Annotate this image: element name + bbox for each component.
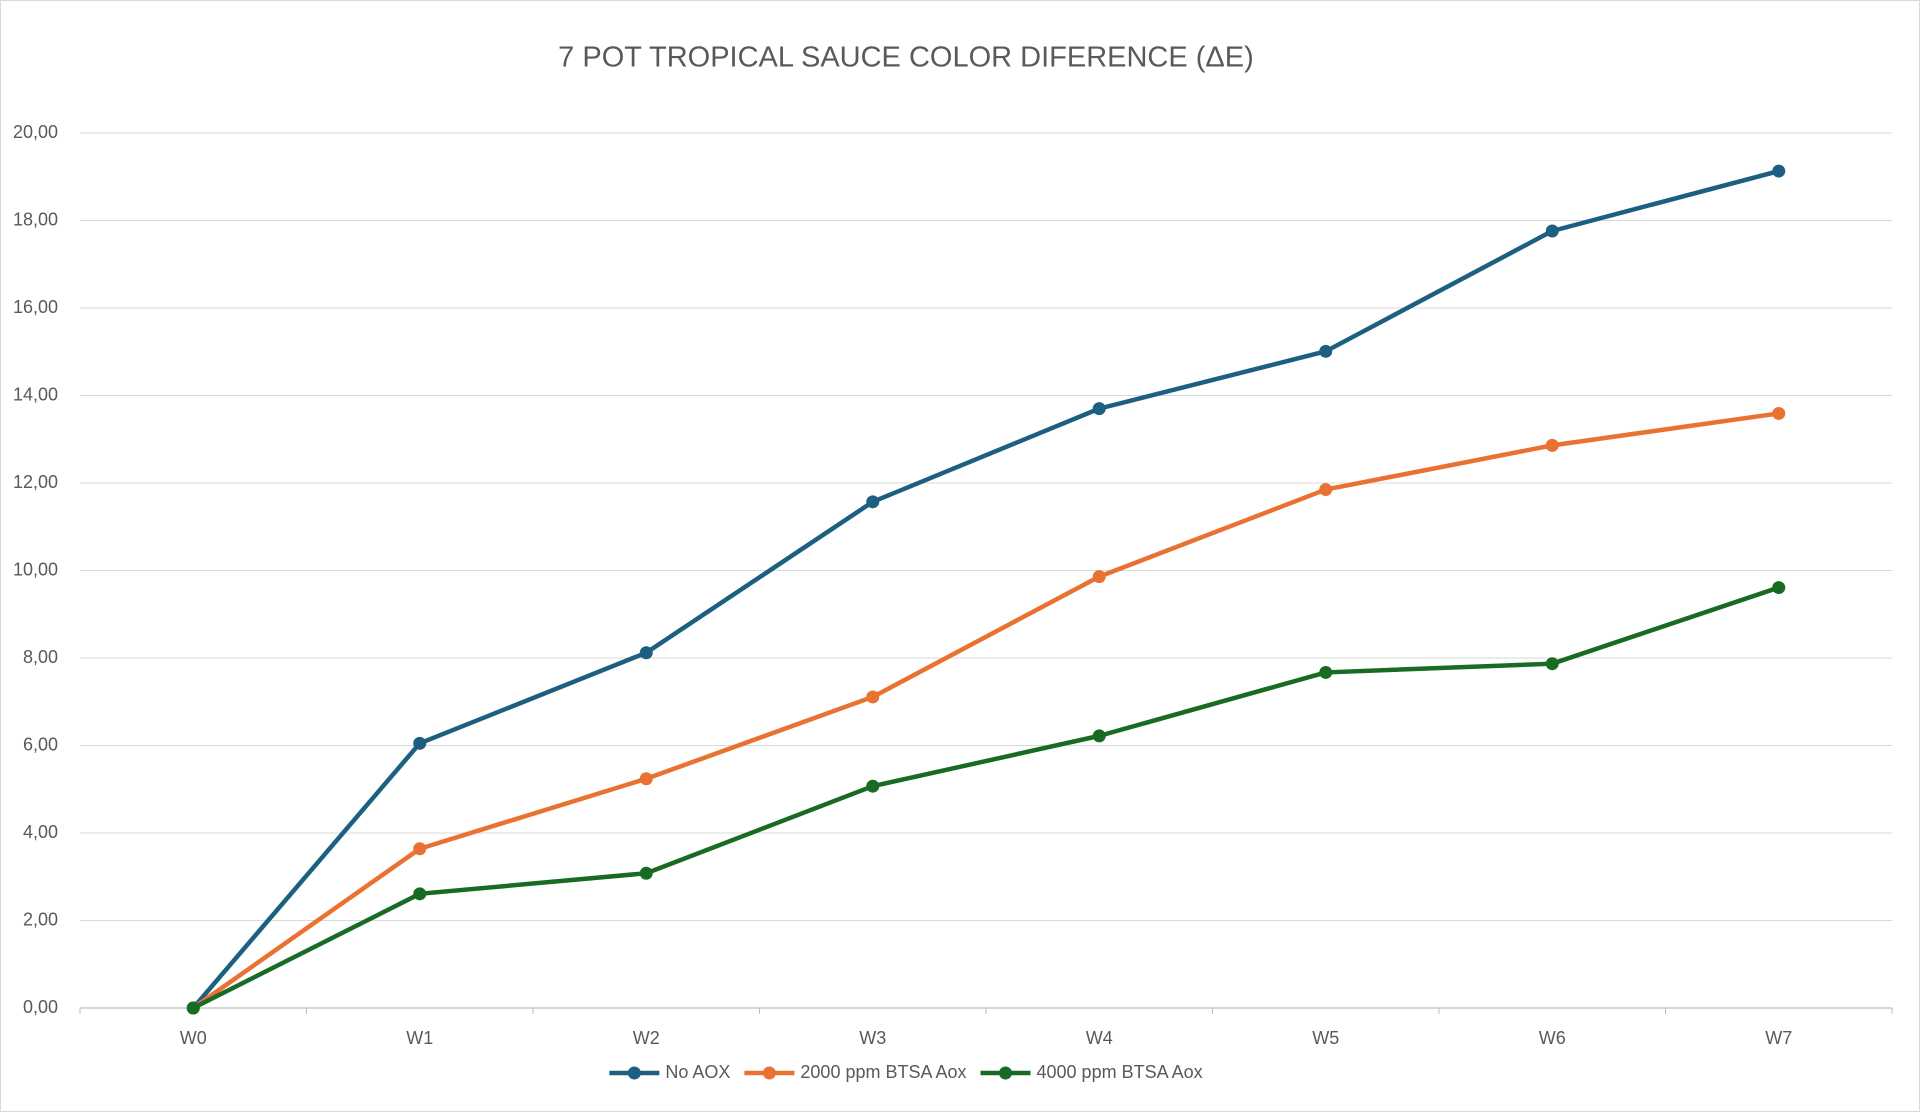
data-point: [186, 1001, 200, 1015]
y-tick-label: 2,00: [23, 909, 58, 929]
x-tick-label: W7: [1765, 1028, 1792, 1048]
data-point: [413, 842, 427, 856]
data-point: [1772, 406, 1786, 420]
data-point: [413, 736, 427, 750]
y-tick-label: 4,00: [23, 822, 58, 842]
x-tick-label: W6: [1539, 1028, 1566, 1048]
x-tick-label: W4: [1086, 1028, 1113, 1048]
legend-label: No AOX: [665, 1062, 730, 1082]
x-tick-label: W2: [633, 1028, 660, 1048]
x-tick-label: W3: [859, 1028, 886, 1048]
legend-marker: [627, 1066, 641, 1080]
data-point: [1319, 344, 1333, 358]
y-tick-label: 14,00: [13, 384, 58, 404]
data-point: [1092, 402, 1106, 416]
data-point: [639, 866, 653, 880]
data-point: [866, 495, 880, 509]
x-tick-label: W5: [1312, 1028, 1339, 1048]
data-point: [866, 690, 880, 704]
data-point: [1772, 581, 1786, 595]
data-point: [413, 887, 427, 901]
y-tick-label: 16,00: [13, 297, 58, 317]
data-point: [639, 772, 653, 786]
x-tick-label: W1: [406, 1028, 433, 1048]
x-tick-label: W0: [180, 1028, 207, 1048]
legend-label: 2000 ppm BTSA Aox: [800, 1062, 966, 1082]
data-point: [1092, 729, 1106, 743]
y-tick-label: 20,00: [13, 122, 58, 142]
data-point: [1545, 438, 1559, 452]
data-point: [866, 779, 880, 793]
legend: No AOX 2000 ppm BTSA Aox 4000 ppm BTSA Aox: [609, 1062, 1203, 1082]
legend-marker: [999, 1066, 1013, 1080]
data-point: [1319, 665, 1333, 679]
y-tick-label: 8,00: [23, 647, 58, 667]
data-point: [1319, 483, 1333, 497]
y-tick-label: 12,00: [13, 472, 58, 492]
data-point: [1545, 224, 1559, 238]
data-point: [639, 646, 653, 660]
series-line: [191, 411, 1780, 1010]
y-tick-label: 18,00: [13, 209, 58, 229]
chart-title: 7 POT TROPICAL SAUCE COLOR DIFERENCE (ΔE…: [558, 42, 1254, 74]
legend-marker: [762, 1066, 776, 1080]
data-point: [1092, 570, 1106, 584]
data-point: [1772, 164, 1786, 178]
y-tick-label: 10,00: [13, 559, 58, 579]
series-line: [192, 585, 1780, 1011]
y-tick-label: 6,00: [23, 734, 58, 754]
data-point: [1545, 657, 1559, 671]
y-tick-label: 0,00: [23, 997, 58, 1017]
legend-label: 4000 ppm BTSA Aox: [1037, 1062, 1203, 1082]
series-line: [191, 168, 1780, 1010]
